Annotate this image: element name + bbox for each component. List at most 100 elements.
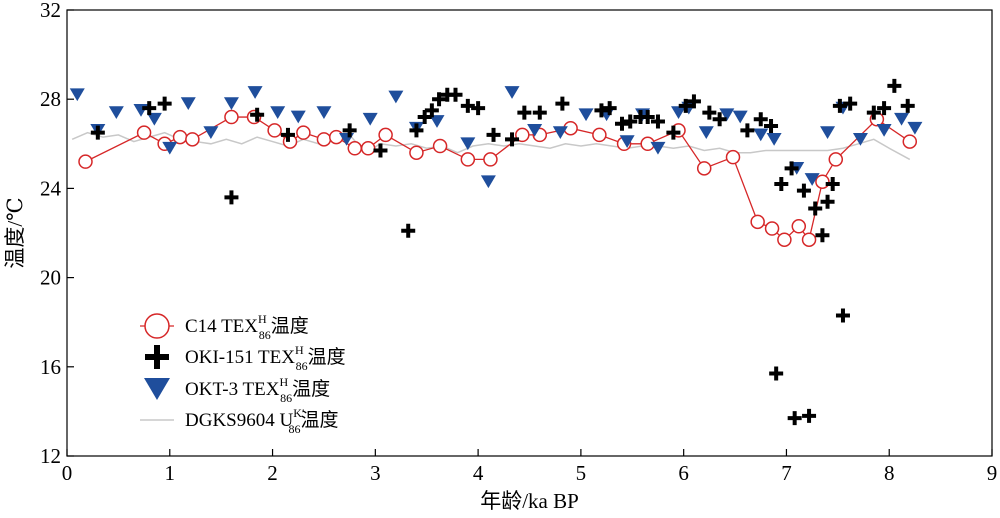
oki151-point [532, 105, 547, 120]
oki151-point [615, 116, 629, 131]
oki151-point [686, 94, 701, 109]
oki151-point [825, 176, 840, 191]
oki151-point [505, 132, 520, 147]
oki151-point [157, 96, 172, 111]
oki151-point [142, 101, 157, 116]
okt3-point [388, 90, 404, 104]
x-tick-label: 2 [267, 461, 278, 485]
oki151-point [787, 411, 802, 426]
c14-point [801, 232, 817, 247]
c14-point [696, 161, 712, 176]
legend-label-suffix: 温度 [292, 378, 330, 400]
oki151-point [820, 194, 835, 209]
c14-point [316, 132, 332, 147]
c14-point [282, 134, 298, 149]
legend-label: OKI-151 TEXH 86温度 [185, 343, 346, 373]
okt3-point [362, 112, 378, 126]
legend-label-main: DGKS9604 U [185, 410, 293, 431]
y-tick-label: 32 [40, 0, 61, 22]
c14-series [78, 109, 918, 247]
c14-point [483, 152, 498, 167]
oki151-point [602, 101, 617, 116]
okt3-point [504, 86, 520, 99]
c14-point [347, 141, 363, 156]
okt3-point [732, 110, 748, 124]
c14-point [777, 232, 792, 247]
oki151-point [764, 118, 779, 133]
okt3-point [316, 106, 332, 119]
oki151-point [774, 176, 789, 191]
legend-label-subscript: 86 [296, 359, 308, 373]
oki151-point [877, 101, 892, 116]
oki151-point [835, 308, 850, 323]
legend-label-main: OKI-151 TEX [185, 347, 295, 368]
oki151-point [280, 127, 295, 142]
c14-point [378, 127, 393, 143]
y-tick-label: 12 [40, 444, 61, 468]
okt3-point [852, 132, 868, 146]
oki151-point [815, 228, 830, 243]
x-tick-label: 4 [473, 461, 484, 485]
x-tick-label: 1 [165, 461, 176, 485]
oki151-point [796, 183, 811, 198]
okt3-point [876, 124, 892, 137]
legend-label-suffix: 温度 [301, 409, 339, 431]
legend-label-suffix: 温度 [308, 346, 346, 368]
c14-point [432, 138, 448, 154]
oki151-point [432, 92, 447, 107]
plot-frame [66, 9, 993, 457]
oki151-point [409, 123, 424, 138]
c14-point [409, 145, 424, 160]
okt3-point [753, 128, 769, 142]
c14-point [902, 134, 918, 149]
okt3-point [820, 126, 836, 140]
okt3-point [578, 108, 594, 122]
okt3-point [290, 110, 306, 124]
oki151-point [753, 112, 768, 127]
c14-point [828, 152, 844, 167]
okt3-point [907, 121, 923, 135]
c14-point [78, 154, 93, 169]
oki151-point [784, 161, 799, 176]
oki151-point [650, 114, 665, 129]
oki151-point [808, 201, 823, 216]
oki151-point [417, 110, 432, 125]
okt3-point [69, 88, 85, 102]
okt3-point [108, 106, 124, 119]
legend-label-suffix: 温度 [271, 315, 309, 337]
oki151-point [594, 103, 609, 118]
oki151-point [250, 107, 265, 122]
c14-point [172, 129, 188, 145]
c14-point [515, 127, 530, 143]
legend-label-main: OKT-3 TEX [185, 379, 280, 400]
okt3-point [146, 112, 162, 126]
legend-label-superscript: H [295, 343, 304, 357]
okt3-point [460, 137, 476, 151]
c14-point [460, 152, 476, 167]
x-tick-label: 5 [576, 461, 587, 485]
okt3-point [698, 126, 714, 140]
okt3-point [894, 112, 910, 126]
legend-label: C14 TEXH 86温度 [185, 312, 309, 342]
oki151-point [712, 112, 727, 127]
okt3-point [133, 103, 149, 117]
oki151-series [90, 78, 915, 426]
okt3-point [180, 97, 196, 111]
oki151-point [90, 125, 105, 140]
x-tick-label: 8 [884, 461, 895, 485]
oki151-point [424, 103, 439, 118]
legend-label-subscript: 86 [289, 422, 301, 436]
oki151-point [555, 96, 570, 111]
legend-label-superscript: H [258, 312, 267, 326]
okt3-point [804, 173, 820, 186]
oki151-point [224, 190, 239, 205]
y-axis-title: 温度/℃ [3, 197, 27, 268]
legend-label-superscript: H [279, 375, 288, 389]
oki151-point [448, 87, 463, 102]
oki151-point [517, 105, 532, 120]
y-tick-label: 16 [40, 355, 61, 379]
legend-label-subscript: 86 [280, 391, 292, 405]
dgks9604-series [71, 131, 911, 161]
